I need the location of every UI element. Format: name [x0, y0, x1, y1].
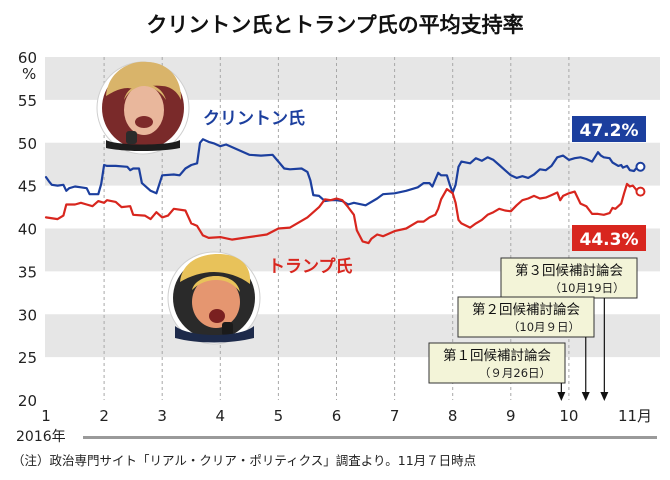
debate-date: （10月９日）: [508, 320, 580, 334]
y-tick-label: 60: [18, 49, 37, 67]
debate-title: 第１回候補討論会: [443, 347, 551, 364]
y-tick-label: 25: [18, 349, 37, 367]
debate-annotation: 第３回候補討論会 （10月19日）: [500, 257, 638, 401]
debate-arrow-head: [581, 392, 590, 401]
footnote: （注）政治専門サイト「リアル・クリア・ポリティクス」調査より。11月７日時点: [12, 453, 476, 468]
x-tick-label: 8: [448, 407, 458, 425]
x-tick-label: 3: [157, 407, 167, 425]
series-end-marker: [635, 161, 646, 172]
clinton-final-badge: 47.2%: [572, 116, 646, 142]
debate-annotation: 第１回候補討論会 （９月26日）: [428, 342, 566, 401]
debate-box: [500, 257, 638, 299]
series-line-clinton: [44, 138, 639, 207]
debate-box: [428, 342, 566, 384]
x-tick-label: 7: [390, 407, 400, 425]
debate-annotations: 第３回候補討論会 （10月19日） 第２回候補討論会 （10月９日） 第１回候補討論会 （…: [428, 257, 638, 401]
trump-final-value: 44.3%: [580, 230, 639, 250]
trump-portrait: [167, 251, 261, 345]
x-tick-label: 9: [506, 407, 516, 425]
y-tick-label: 20: [18, 392, 37, 410]
debate-date: （10月19日）: [549, 281, 624, 295]
trump-final-badge: 44.3%: [572, 225, 646, 251]
x-axis: 1 2 3 4 5 6 7 8 9 10 11月: [41, 407, 652, 425]
y-tick-label: 35: [18, 263, 37, 281]
y-tick-label: 30: [18, 306, 37, 324]
clinton-portrait: [96, 61, 190, 155]
y-tick-label: 45: [18, 178, 37, 196]
debate-arrow-head: [557, 392, 566, 401]
x-tick-label: 1: [41, 407, 51, 425]
y-tick-label: 40: [18, 221, 37, 239]
clinton-label: クリントン氏: [203, 109, 305, 129]
year-timeline-bar: [83, 436, 657, 439]
chart-title: クリントン氏とトランプ氏の平均支持率: [146, 13, 523, 37]
x-tick-label: 11月: [618, 407, 652, 425]
debate-date: （９月26日）: [479, 366, 551, 380]
y-axis-unit: %: [22, 65, 36, 83]
x-tick-label: 4: [216, 407, 226, 425]
x-tick-label: 6: [332, 407, 342, 425]
debate-annotation: 第２回候補討論会 （10月９日）: [457, 296, 595, 401]
clinton-final-value: 47.2%: [580, 121, 639, 141]
debate-arrow-head: [600, 392, 609, 401]
debate-title: 第３回候補討論会: [515, 262, 623, 279]
trump-label: トランプ氏: [268, 256, 353, 277]
x-tick-label: 2: [99, 407, 109, 425]
y-axis: % 20 25 30 35 40 45 50 55 60: [18, 49, 37, 410]
x-tick-label: 10: [559, 407, 578, 425]
year-label: 2016年: [16, 429, 66, 445]
debate-title: 第２回候補討論会: [472, 301, 580, 318]
x-tick-label: 5: [274, 407, 284, 425]
debate-box: [457, 296, 595, 338]
y-tick-label: 55: [18, 92, 37, 110]
series-end-marker: [635, 186, 646, 197]
series-group: [44, 138, 646, 245]
series-line-trump: [44, 182, 639, 245]
y-tick-label: 50: [18, 135, 37, 153]
